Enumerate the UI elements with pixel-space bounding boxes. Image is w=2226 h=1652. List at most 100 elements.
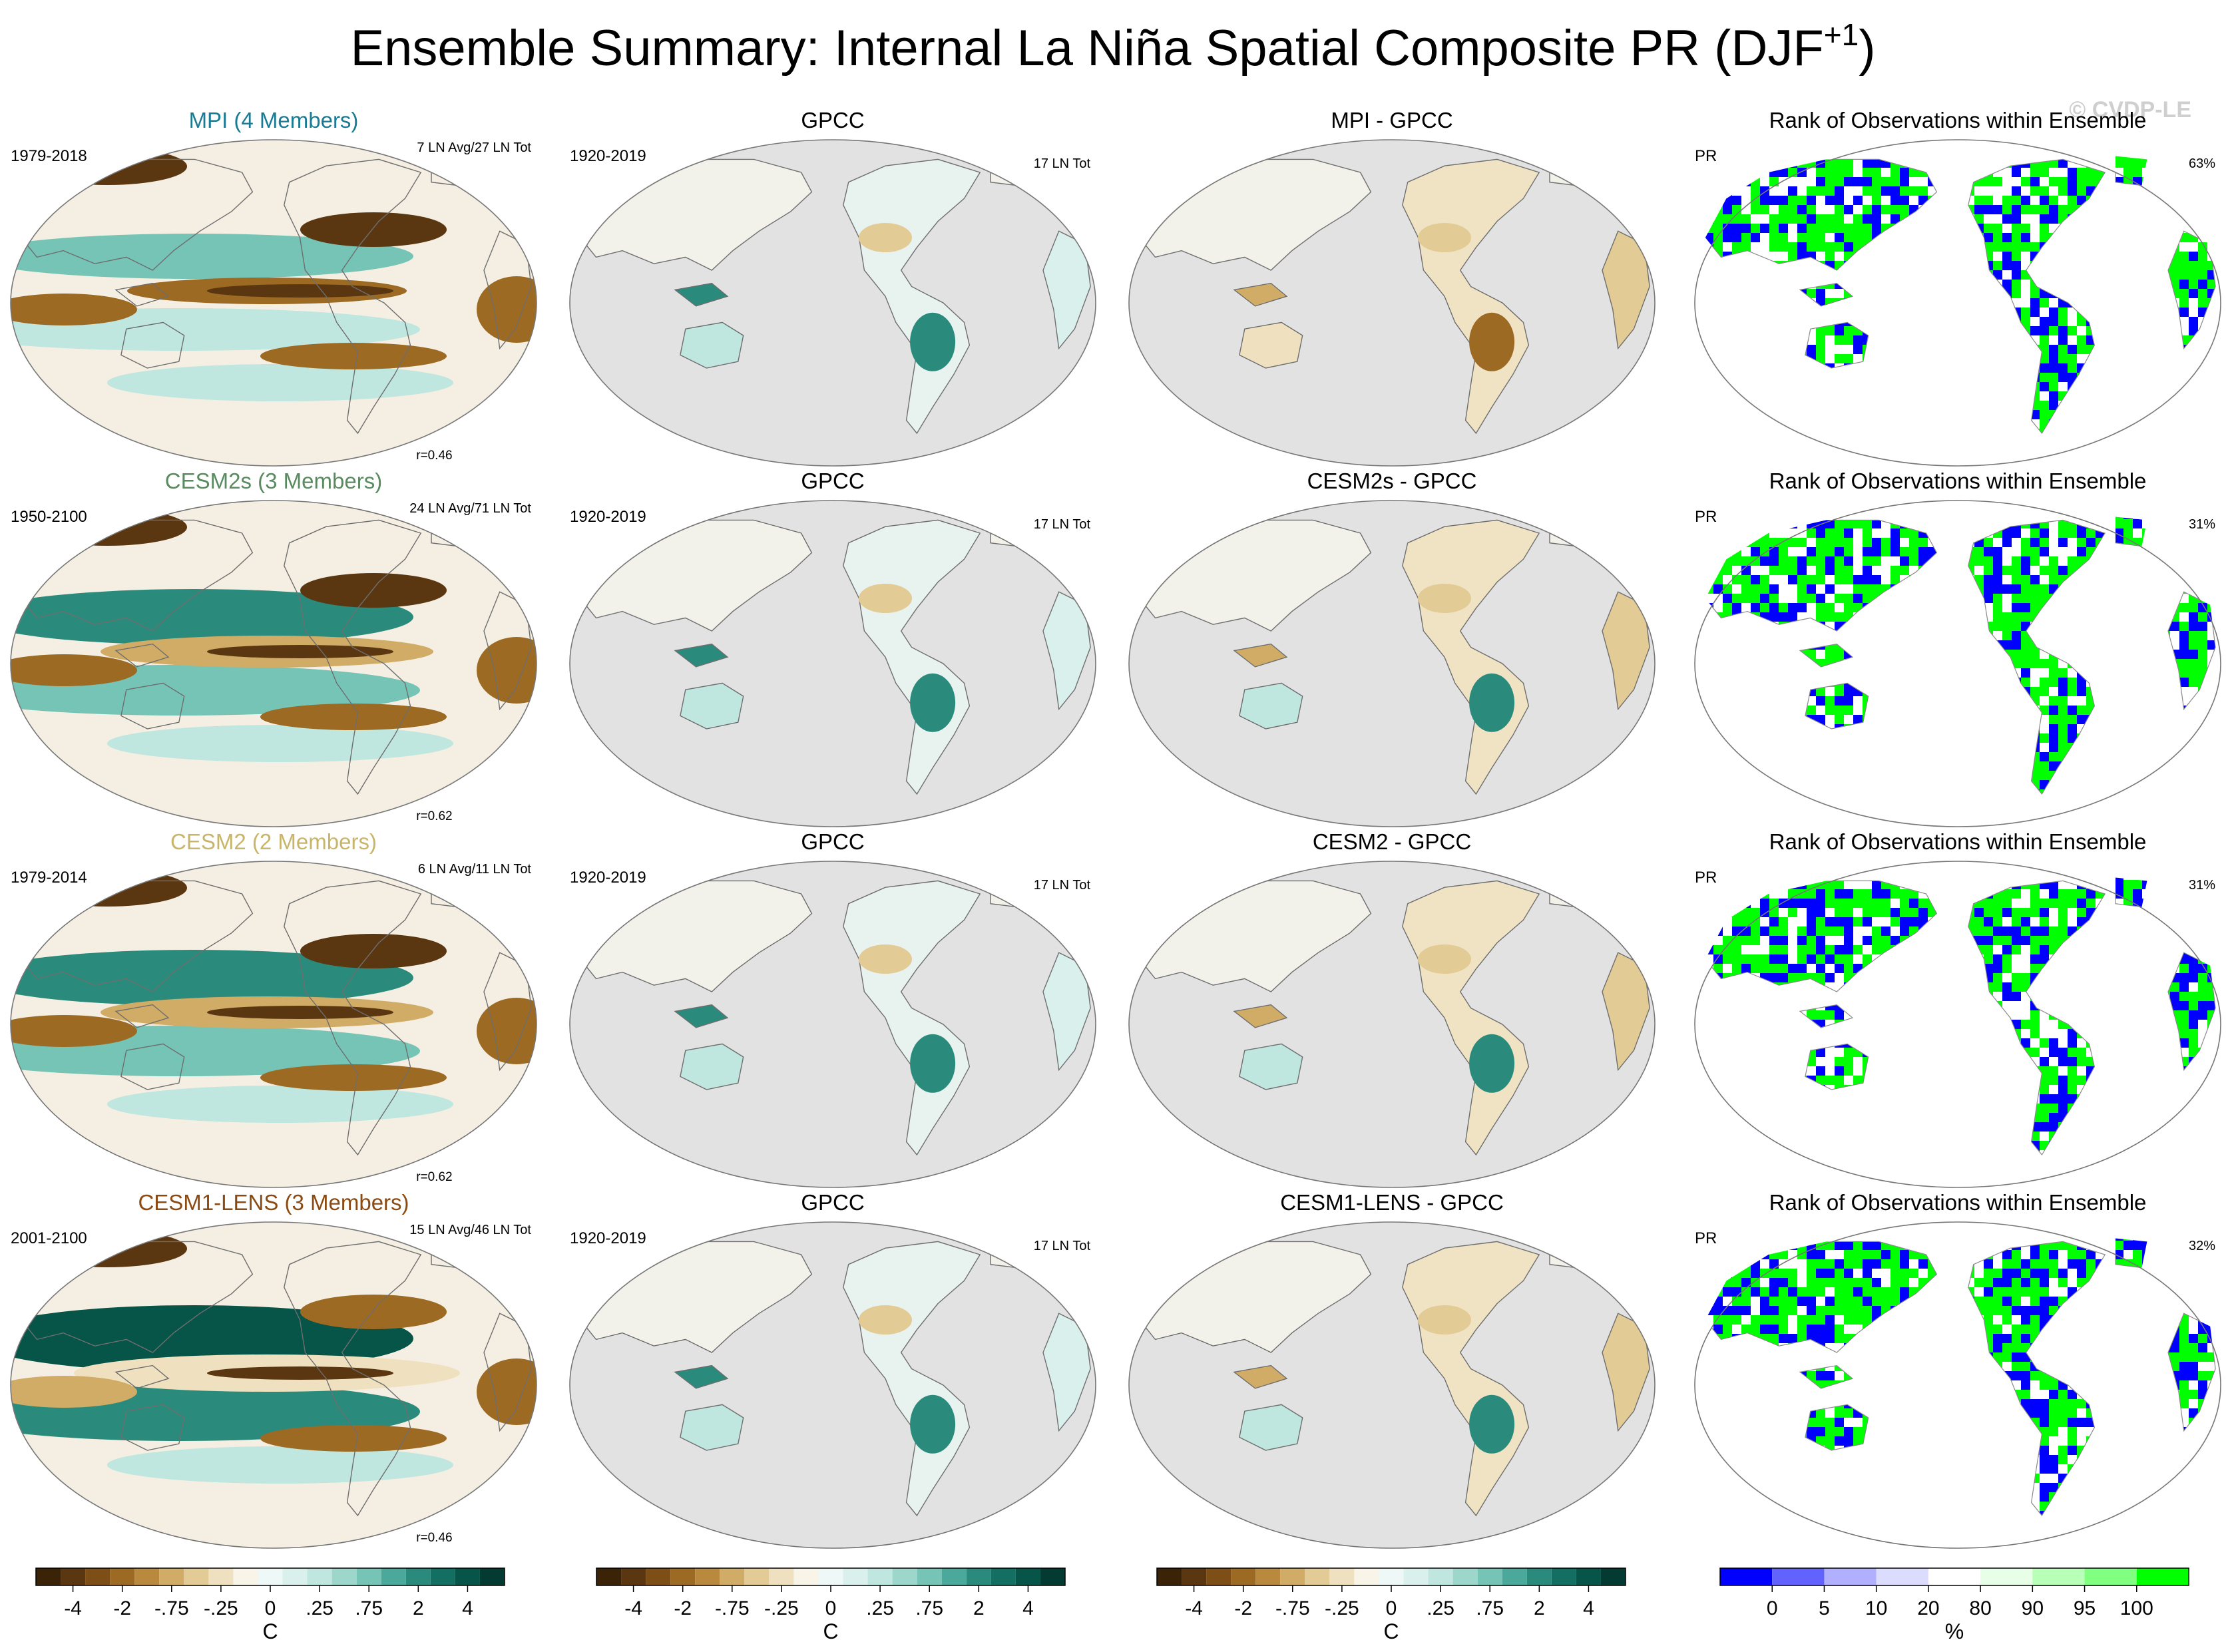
rank-cell [1695, 224, 1704, 233]
rank-cell [1974, 205, 1984, 214]
rank-cell [2021, 186, 2030, 196]
rank-cell [1732, 140, 1741, 149]
rank-cell [1695, 186, 1704, 196]
rank-cell [1835, 457, 1844, 466]
rank-cell [1695, 382, 1704, 391]
rank-cell [1825, 140, 1835, 149]
rank-cell [1844, 140, 1853, 149]
rank-cell [1704, 196, 1713, 205]
rank-cell [1741, 205, 1751, 214]
rank-cell [1695, 242, 1704, 252]
rank-cell [2002, 242, 2012, 252]
rank-cell [1769, 149, 1779, 158]
rank-cell [1769, 429, 1779, 438]
wet-anomaly-band [107, 364, 453, 401]
rank-cell [1797, 159, 1807, 168]
dry-anomaly-npac [300, 212, 447, 247]
rank-cell [2198, 429, 2207, 438]
figure-title: Ensemble Summary: Internal La Niña Spati… [350, 17, 1875, 77]
rank-cell [2198, 410, 2207, 419]
rank-cell [1751, 429, 1760, 438]
rank-cell [1723, 457, 1732, 466]
rank-cell [1825, 177, 1835, 186]
rank-cell [1769, 457, 1779, 466]
rank-cell [2207, 242, 2216, 252]
rank-cell [2189, 401, 2198, 410]
landmass-australia [680, 321, 744, 369]
rank-cell [2189, 429, 2198, 438]
panel-diff-r1: MPI - GPCC [1128, 108, 1656, 467]
rank-cell [2049, 317, 2058, 326]
rank-cell [1788, 159, 1797, 168]
rank-cell [2189, 438, 2198, 447]
rank-cell [2217, 363, 2226, 373]
rank-cell [1704, 447, 1713, 457]
rank-cell [1760, 149, 1769, 158]
rank-cell [2068, 345, 2077, 354]
rank-cell [2068, 335, 2077, 345]
rank-cell [1835, 252, 1844, 261]
rank-cell [2040, 168, 2049, 177]
rank-cell [1891, 196, 1900, 205]
rank-cell [2105, 140, 2114, 149]
rank-cell [2151, 429, 2161, 438]
rank-cell [2207, 457, 2217, 466]
rank-cell [2217, 391, 2226, 401]
rank-cell [2161, 168, 2170, 177]
rank-cell [2142, 419, 2151, 429]
rank-cell [1695, 373, 1704, 382]
rank-cell [1984, 224, 1993, 233]
rank-cell [1825, 457, 1835, 466]
rank-cell [2207, 401, 2217, 410]
rank-cell [1751, 196, 1760, 205]
rank-cell [1732, 177, 1741, 186]
rank-cell [2198, 382, 2207, 391]
rank-cell [2040, 382, 2049, 391]
rank-cell [1760, 159, 1769, 168]
rank-cell [1760, 158, 1769, 168]
rank-cell [1704, 177, 1713, 186]
rank-cell [2217, 177, 2226, 186]
rank-cell [2179, 140, 2189, 149]
rank-cell [2207, 186, 2217, 196]
rank-cell [2012, 224, 2021, 233]
rank-cell [2096, 149, 2105, 158]
rank-cell [1705, 214, 1713, 224]
rank-cell [1723, 159, 1732, 168]
rank-cell [1863, 186, 1872, 196]
rank-cell [2077, 326, 2086, 335]
rank-cell [2114, 140, 2123, 149]
rank-cell [2068, 140, 2077, 149]
rank-cell [2123, 438, 2133, 447]
rank-cell [1723, 429, 1732, 438]
rank-cell [2217, 373, 2226, 382]
rank-cell [1797, 140, 1807, 149]
rank-cell [2207, 429, 2217, 438]
rank-cell [1853, 233, 1863, 242]
rank-cell [2151, 140, 2161, 149]
rank-cell [1695, 354, 1704, 363]
rank-cell [2151, 438, 2161, 447]
rank-cell [1695, 419, 1704, 429]
rank-cell [1695, 391, 1704, 401]
rank-cell [2123, 447, 2133, 457]
rank-cell [1788, 252, 1797, 261]
rank-cell [2217, 447, 2226, 457]
rank-cell [1695, 438, 1704, 447]
rank-cell [2040, 373, 2049, 382]
rank-cell [1723, 168, 1732, 177]
rank-cell [2142, 149, 2151, 158]
rank-cell [2179, 410, 2189, 419]
rank-cell [1713, 457, 1723, 466]
rank-cell [2179, 401, 2189, 410]
rank-cell [2198, 457, 2207, 466]
rank-cell [1732, 149, 1741, 158]
rank-cell [2040, 205, 2049, 214]
rank-cell [2217, 410, 2226, 419]
rank-cell [2161, 429, 2170, 438]
rank-cell [2040, 186, 2049, 196]
rank-cell [1881, 214, 1891, 224]
rank-cell [2170, 186, 2179, 196]
rank-cell [2058, 308, 2068, 317]
